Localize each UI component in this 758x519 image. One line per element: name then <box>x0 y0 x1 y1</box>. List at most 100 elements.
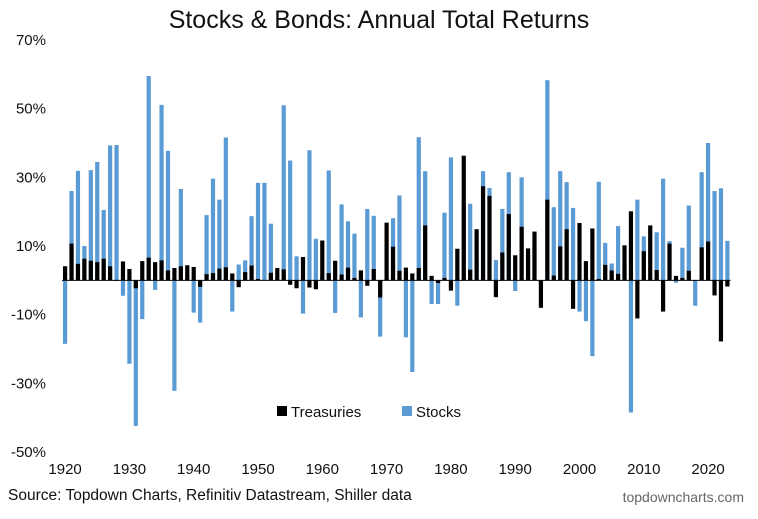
treasury-bar-1925 <box>95 262 100 281</box>
stock-bar-1926 <box>101 209 106 281</box>
treasury-bar-1984 <box>474 229 479 281</box>
stock-bar-1948 <box>243 260 248 281</box>
treasury-bar-1956 <box>294 280 299 289</box>
y-tick-label: -50% <box>11 444 46 461</box>
treasury-bar-1994 <box>538 280 544 308</box>
treasury-bar-1930 <box>127 269 132 281</box>
stock-bar-2001 <box>583 280 589 322</box>
stock-bar-1921 <box>69 191 74 281</box>
y-tick-label: -30% <box>11 375 46 392</box>
stock-bar-1955 <box>288 160 293 281</box>
x-axis: 1920 1930 1940 1950 1960 1970 1980 1990 2000 2010… <box>48 461 724 478</box>
treasury-bar-1958 <box>307 280 312 288</box>
stock-bar-2006 <box>615 226 621 281</box>
x-tick-label: 1950 <box>241 461 274 478</box>
treasury-bar-2023 <box>725 280 730 287</box>
stock-bar-1961 <box>326 170 331 281</box>
treasury-bar-1963 <box>339 274 344 281</box>
stock-bar-1956 <box>294 256 299 281</box>
treasury-bar-1989 <box>506 214 511 281</box>
treasury-bar-1991 <box>519 226 524 281</box>
treasury-bar-1998 <box>564 229 569 281</box>
treasury-bar-2021 <box>712 280 717 296</box>
stock-bar-1946 <box>230 280 235 312</box>
stock-bar-1947 <box>236 264 241 281</box>
stock-bar-2008 <box>628 280 634 413</box>
x-tick-label: 1960 <box>306 461 339 478</box>
stock-bar-1963 <box>339 204 344 281</box>
treasury-bar-1971 <box>390 246 396 281</box>
stock-bar-1935 <box>159 104 164 281</box>
stock-bar-2017 <box>686 205 691 281</box>
stock-bar-1945 <box>223 137 228 281</box>
treasury-bar-1996 <box>551 275 556 281</box>
stock-bar-1975 <box>416 137 421 281</box>
y-tick-label: 50% <box>16 101 46 118</box>
x-tick-label: 1990 <box>499 461 532 478</box>
stock-bar-1937 <box>172 280 177 391</box>
treasury-bar-1977 <box>429 275 434 281</box>
stock-bar-1929 <box>120 280 126 296</box>
stock-bar-1996 <box>551 207 556 281</box>
stock-bar-1958 <box>307 150 312 281</box>
stock-bar-2019 <box>699 172 704 281</box>
treasury-bar-2010 <box>641 251 646 281</box>
stock-bar-1932 <box>140 280 145 320</box>
x-tick-label: 1930 <box>113 461 146 478</box>
treasury-bar-1964 <box>345 267 351 281</box>
treasury-bar-1966 <box>358 270 363 281</box>
treasury-bar-2022 <box>718 280 724 342</box>
treasury-bar-1970 <box>384 222 389 281</box>
stock-bar-2003 <box>596 181 601 281</box>
stock-bar-2023 <box>725 240 730 281</box>
stock-bar-1943 <box>210 178 216 281</box>
treasury-bar-2016 <box>680 277 685 281</box>
treasury-bar-2009 <box>635 280 640 319</box>
stock-bar-2015 <box>673 280 679 283</box>
stock-bar-2020 <box>706 143 711 281</box>
stock-bar-1950 <box>255 182 261 281</box>
treasury-bar-1922 <box>75 263 81 281</box>
stock-bar-1949 <box>249 216 254 281</box>
source-note: Source: Topdown Charts, Refinitiv Datast… <box>8 487 412 504</box>
stock-bar-1979 <box>442 212 447 281</box>
treasury-bar-2006 <box>615 273 621 281</box>
stock-bar-1924 <box>88 170 93 281</box>
treasury-bar-1920 <box>63 266 68 281</box>
brand-watermark: topdowncharts.com <box>622 489 744 505</box>
treasury-bar-1960 <box>320 240 325 281</box>
stock-bar-1988 <box>500 208 505 281</box>
treasury-bar-1959 <box>313 280 318 290</box>
stock-bar-1959 <box>313 238 318 281</box>
treasury-bar-2007 <box>622 245 627 281</box>
stock-bar-1980 <box>448 157 453 281</box>
treasury-bar-1927 <box>108 266 113 281</box>
legend: Treasuries Stocks <box>277 404 461 421</box>
treasury-bar-1941 <box>198 280 203 287</box>
stock-bar-1954 <box>281 105 286 281</box>
stock-bar-1940 <box>191 280 196 313</box>
treasury-bar-1946 <box>230 273 235 281</box>
treasury-bar-1949 <box>249 265 254 281</box>
treasury-bar-1981 <box>455 248 460 281</box>
y-tick-label: -10% <box>11 307 46 324</box>
stock-bar-1933 <box>146 76 151 281</box>
stock-bar-1951 <box>262 182 267 281</box>
treasury-bar-1948 <box>243 272 248 281</box>
treasury-bar-1934 <box>153 262 158 281</box>
x-tick-label: 1980 <box>434 461 467 478</box>
stock-bar-1967 <box>365 208 370 281</box>
treasury-bar-1990 <box>513 255 518 281</box>
y-axis: 70% 50% 30% 10% -10% -30% -50% <box>11 32 46 461</box>
treasury-bar-1936 <box>165 270 171 281</box>
treasury-bar-2000 <box>577 223 582 281</box>
stock-bar-1965 <box>352 233 357 281</box>
treasury-bar-1968 <box>371 269 376 281</box>
treasury-bar-1943 <box>210 273 216 281</box>
stock-bar-1930 <box>127 280 132 364</box>
treasury-bar-1953 <box>275 267 280 281</box>
x-tick-label: 1940 <box>177 461 210 478</box>
treasury-bar-1972 <box>397 270 402 281</box>
stock-bar-1964 <box>345 221 351 281</box>
